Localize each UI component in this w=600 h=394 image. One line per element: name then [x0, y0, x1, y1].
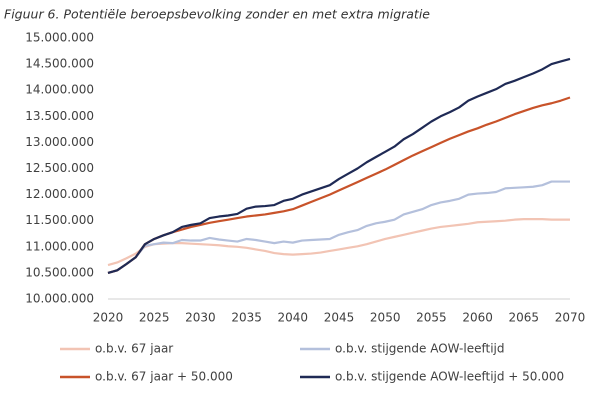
series-line — [107, 180, 570, 274]
chart-title: Figuur 6. Potentiële beroepsbevolking zo… — [4, 7, 430, 22]
series-line — [107, 57, 571, 274]
y-tick-label: 11.000.000 — [25, 239, 94, 253]
x-tick-label: 2070 — [555, 311, 586, 325]
x-tick-label: 2060 — [462, 311, 493, 325]
y-tick-label: 13.000.000 — [25, 135, 94, 149]
x-tick-label: 2035 — [231, 311, 262, 325]
y-tick-label: 13.500.000 — [25, 109, 94, 123]
legend-label: o.b.v. stijgende AOW-leeftijd — [335, 342, 504, 356]
series-line — [107, 218, 570, 267]
y-tick-label: 12.500.000 — [25, 161, 94, 175]
y-tick-label: 14.500.000 — [25, 57, 94, 71]
x-tick-label: 2050 — [370, 311, 401, 325]
legend-label: o.b.v. 67 jaar — [95, 342, 173, 356]
y-tick-label: 12.000.000 — [25, 187, 94, 201]
y-tick-label: 10.000.000 — [25, 292, 94, 306]
x-tick-label: 2055 — [416, 311, 447, 325]
y-tick-label: 10.500.000 — [25, 265, 94, 279]
x-tick-label: 2045 — [324, 311, 355, 325]
y-tick-label: 14.000.000 — [25, 83, 94, 97]
x-tick-label: 2020 — [93, 311, 124, 325]
x-tick-label: 2065 — [509, 311, 540, 325]
x-tick-label: 2025 — [139, 311, 170, 325]
x-tick-label: 2030 — [185, 311, 216, 325]
legend-label: o.b.v. stijgende AOW-leeftijd + 50.000 — [335, 370, 564, 384]
series-line — [107, 96, 571, 274]
y-tick-label: 15.000.000 — [25, 31, 94, 45]
legend-label: o.b.v. 67 jaar + 50.000 — [95, 370, 233, 384]
y-tick-label: 11.500.000 — [25, 213, 94, 227]
x-tick-label: 2040 — [278, 311, 309, 325]
